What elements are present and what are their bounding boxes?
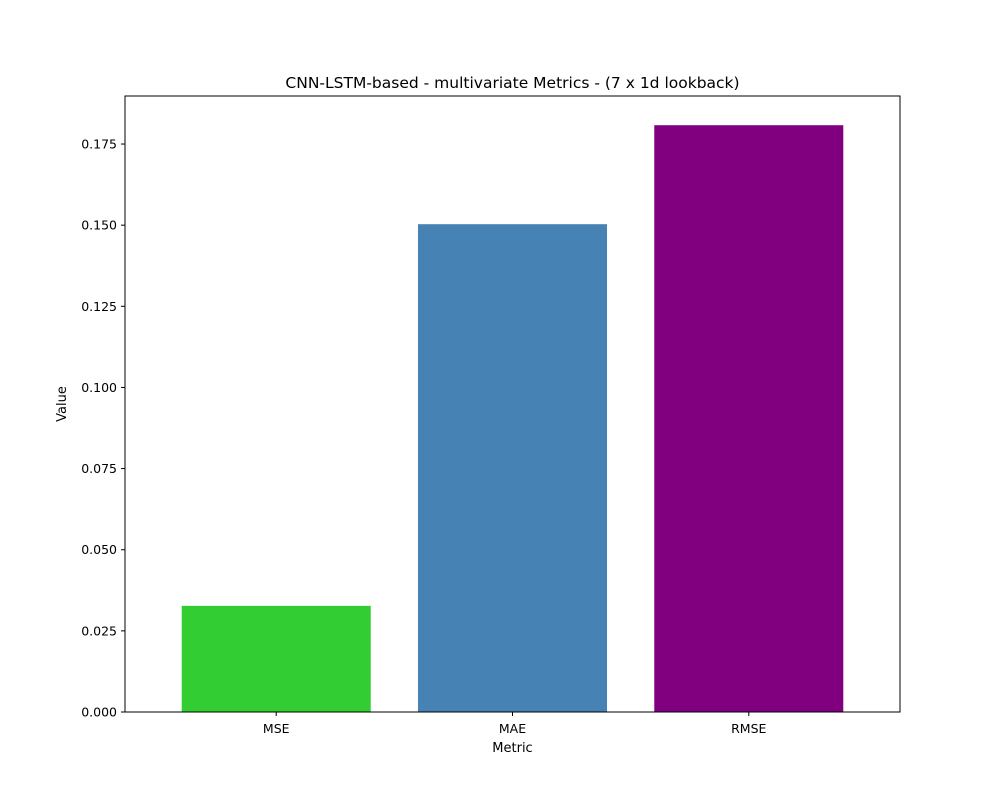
y-tick-label: 0.000 bbox=[81, 705, 117, 720]
y-tick-label: 0.075 bbox=[81, 461, 117, 476]
bar-mae bbox=[417, 224, 608, 712]
y-axis-ticks: 0.000 0.025 0.050 0.075 0.100 0.125 0.150 0.175 bbox=[81, 137, 125, 720]
y-tick-label: 0.050 bbox=[81, 542, 117, 557]
y-axis-label: Value bbox=[55, 386, 70, 422]
y-tick-label: 0.125 bbox=[81, 299, 117, 314]
bar-mse bbox=[181, 605, 371, 712]
x-axis-ticks: MSE MAE RMSE bbox=[263, 712, 767, 736]
y-tick-label: 0.150 bbox=[81, 218, 117, 233]
y-tick-label: 0.100 bbox=[81, 380, 117, 395]
y-tick-label: 0.175 bbox=[81, 137, 117, 152]
x-tick-label-rmse: RMSE bbox=[731, 721, 766, 736]
chart-title: CNN-LSTM-based - multivariate Metrics - … bbox=[285, 74, 739, 92]
y-tick-label: 0.025 bbox=[81, 623, 117, 638]
x-tick-label-mae: MAE bbox=[499, 721, 526, 736]
x-tick-label-mse: MSE bbox=[263, 721, 290, 736]
x-axis-label: Metric bbox=[492, 741, 532, 756]
plot-frame bbox=[124, 95, 901, 713]
bar-rmse bbox=[654, 125, 844, 712]
bars-group bbox=[181, 125, 844, 712]
